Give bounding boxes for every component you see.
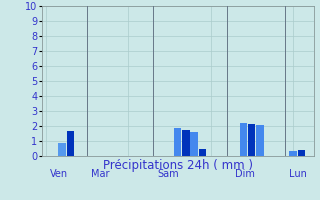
Bar	[182, 130, 189, 156]
Text: Lun: Lun	[289, 169, 307, 179]
Bar	[59, 142, 66, 156]
Text: Sam: Sam	[157, 169, 179, 179]
Text: Ven: Ven	[50, 169, 68, 179]
Bar	[174, 128, 181, 156]
Bar	[256, 124, 264, 156]
Bar	[289, 151, 297, 156]
Text: Mar: Mar	[91, 169, 109, 179]
X-axis label: Précipitations 24h ( mm ): Précipitations 24h ( mm )	[103, 159, 252, 172]
Bar	[240, 123, 247, 156]
Bar	[190, 132, 198, 156]
Bar	[298, 150, 305, 156]
Bar	[67, 130, 74, 156]
Bar	[199, 149, 206, 156]
Text: Dim: Dim	[235, 169, 255, 179]
Bar	[248, 124, 255, 156]
